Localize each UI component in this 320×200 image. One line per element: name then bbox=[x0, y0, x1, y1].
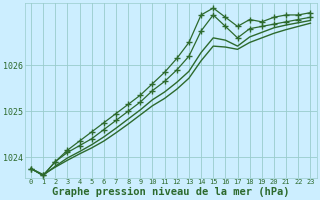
X-axis label: Graphe pression niveau de la mer (hPa): Graphe pression niveau de la mer (hPa) bbox=[52, 186, 290, 197]
